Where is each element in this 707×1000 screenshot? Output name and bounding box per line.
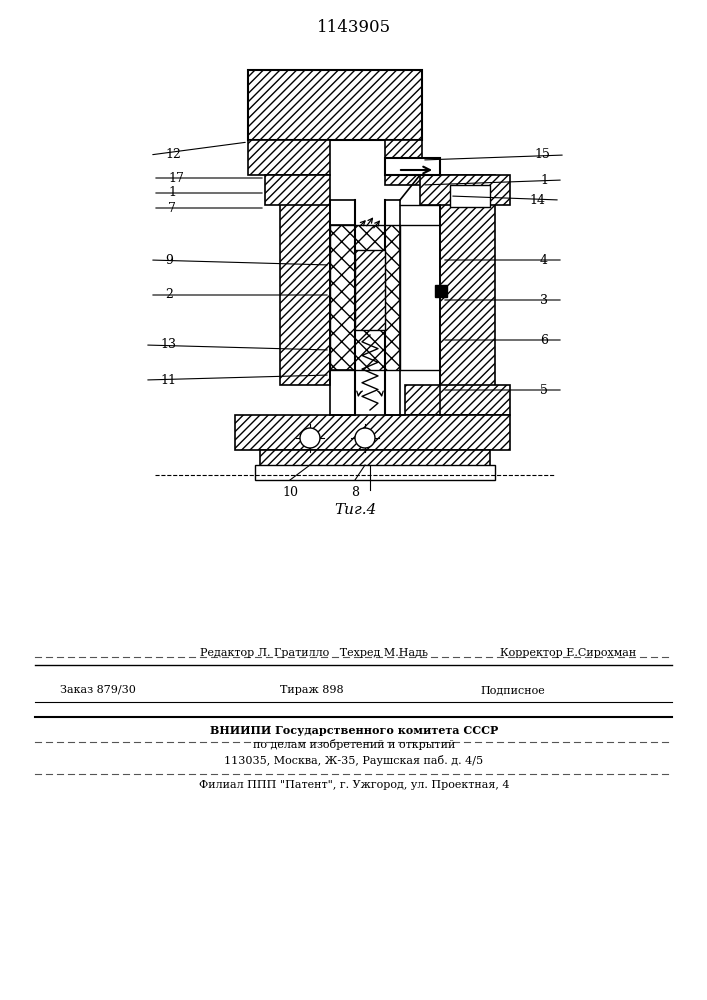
Bar — [280, 200, 330, 385]
Text: 9: 9 — [165, 253, 173, 266]
Text: 15: 15 — [534, 148, 550, 161]
Text: 13: 13 — [160, 338, 176, 352]
Text: 12: 12 — [165, 148, 181, 161]
Circle shape — [355, 428, 375, 448]
Text: 1143905: 1143905 — [317, 19, 391, 36]
Bar — [255, 465, 495, 480]
Bar — [405, 385, 510, 415]
Bar — [265, 175, 330, 205]
Text: 2: 2 — [165, 288, 173, 302]
Bar — [248, 140, 330, 175]
Bar — [435, 285, 447, 297]
Circle shape — [300, 428, 320, 448]
Bar — [420, 175, 510, 205]
Bar — [440, 175, 495, 390]
Bar — [330, 225, 400, 370]
Text: 3: 3 — [540, 294, 548, 306]
Text: 1: 1 — [540, 174, 548, 186]
Text: 1: 1 — [168, 186, 176, 200]
Text: 11: 11 — [160, 373, 176, 386]
Bar — [260, 450, 490, 470]
Text: Редактор Л. Гратилло   Техред М.Надь: Редактор Л. Гратилло Техред М.Надь — [200, 648, 428, 658]
Text: Подписное: Подписное — [480, 685, 545, 695]
Text: по делам изобретений и открытий: по делам изобретений и открытий — [253, 740, 455, 750]
Bar — [450, 185, 490, 207]
Bar — [355, 250, 385, 330]
Text: Филиал ППП "Патент", г. Ужгород, ул. Проектная, 4: Филиал ППП "Патент", г. Ужгород, ул. Про… — [199, 780, 509, 790]
Text: 113035, Москва, Ж-35, Раушская паб. д. 4/5: 113035, Москва, Ж-35, Раушская паб. д. 4… — [224, 754, 484, 766]
Text: Тираж 898: Тираж 898 — [280, 685, 344, 695]
Text: Заказ 879/30: Заказ 879/30 — [60, 685, 136, 695]
Text: Τиг.4: Τиг.4 — [334, 503, 376, 517]
Text: 17: 17 — [168, 172, 184, 184]
Text: 14: 14 — [529, 194, 545, 207]
Text: 4: 4 — [540, 253, 548, 266]
Bar — [235, 415, 510, 450]
Text: 10: 10 — [282, 486, 298, 498]
Text: 7: 7 — [168, 202, 176, 215]
Bar — [385, 158, 440, 175]
Text: Корректор Е.Сирохман: Корректор Е.Сирохман — [500, 648, 636, 658]
Text: 5: 5 — [540, 383, 548, 396]
Bar — [385, 140, 422, 185]
Text: 6: 6 — [540, 334, 548, 347]
Text: 8: 8 — [351, 486, 359, 498]
Text: ВНИИПИ Государственного комитета СССР: ВНИИПИ Государственного комитета СССР — [210, 724, 498, 736]
Bar — [248, 70, 422, 140]
